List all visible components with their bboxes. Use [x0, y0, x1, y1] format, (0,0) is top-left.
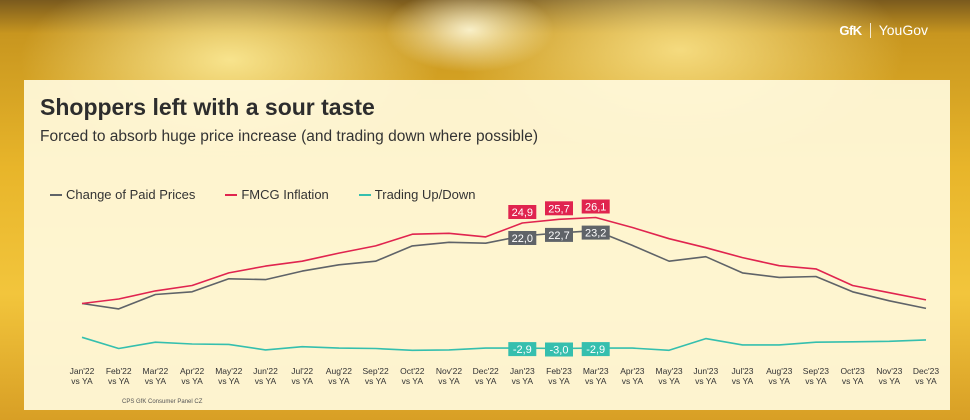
data-label: -2,9 — [508, 342, 537, 357]
data-label-box — [508, 342, 537, 357]
data-label-box — [581, 199, 610, 214]
data-label-text: 22,0 — [512, 233, 533, 245]
x-tick-label: Apr'23 vs YA — [620, 366, 645, 386]
data-label-text: -3,0 — [550, 345, 569, 357]
data-label-text: 24,9 — [512, 207, 533, 219]
data-label-text: 26,1 — [585, 202, 606, 214]
x-tick-label: Nov'23 vs YA — [876, 366, 902, 386]
x-tick-label: Mar'23 vs YA — [583, 366, 609, 386]
x-tick-label: Jun'23 vs YA — [693, 366, 718, 386]
data-label: 22,7 — [545, 227, 573, 242]
x-tick-label: Jan'22 vs YA — [70, 366, 95, 386]
gfk-logo: GfK — [839, 22, 871, 38]
x-tick-label: Feb'22 vs YA — [106, 366, 132, 386]
x-tick-label: Dec'22 vs YA — [473, 366, 499, 386]
logo: GfK YouGov — [839, 22, 928, 38]
data-label-box — [508, 231, 537, 245]
data-label-box — [545, 201, 573, 216]
data-label-text: -2,9 — [513, 344, 532, 356]
legend-label-paid-prices: Change of Paid Prices — [66, 187, 196, 202]
data-label-text: 22,7 — [548, 230, 569, 242]
x-tick-label: Nov'22 vs YA — [436, 366, 462, 386]
page-title: Shoppers left with a sour taste — [40, 94, 375, 120]
source-footnote: CPS GfK Consumer Panel CZ — [122, 399, 203, 405]
data-label-box — [508, 205, 537, 219]
data-label-text: 23,2 — [585, 228, 606, 240]
x-tick-label: Sep'22 vs YA — [362, 366, 388, 386]
legend-item-fmcg-inflation: FMCG Inflation — [225, 187, 329, 202]
yougov-logo: YouGov — [878, 22, 928, 38]
data-label-text: -2,9 — [586, 344, 605, 356]
chart-panel — [24, 80, 950, 410]
series-line-change-of-paid-prices — [81, 229, 927, 310]
data-label: 24,9 — [508, 205, 537, 219]
legend-item-trading-up-down: Trading Up/Down — [358, 187, 476, 202]
data-label: 25,7 — [545, 201, 573, 216]
x-tick-label: Sep'23 vs YA — [803, 366, 829, 386]
x-tick-label: Apr'22 vs YA — [180, 366, 205, 386]
legend-swatch-paid-prices — [50, 193, 62, 196]
data-label: 22,0 — [508, 231, 537, 245]
x-tick-label: Aug'23 vs YA — [766, 366, 792, 386]
x-tick-label: Oct'23 vs YA — [840, 366, 865, 386]
page-subtitle: Forced to absorb huge price increase (an… — [40, 128, 539, 145]
data-label: -2,9 — [581, 342, 610, 357]
x-tick-label: Jul'23 vs YA — [732, 366, 754, 386]
data-label: 23,2 — [581, 225, 610, 240]
x-tick-label: Oct'22 vs YA — [400, 366, 425, 386]
chart-legend: Change of Paid Prices FMCG Inflation Tra… — [50, 187, 475, 202]
x-tick-label: Jan'23 vs YA — [510, 366, 535, 386]
x-tick-label: Jul'22 vs YA — [291, 366, 313, 386]
data-label-box — [545, 227, 573, 242]
legend-swatch-fmcg-inflation — [225, 193, 238, 196]
data-label-box — [581, 225, 610, 240]
x-tick-label: Mar'22 vs YA — [143, 366, 169, 386]
x-tick-label: Feb'23 vs YA — [546, 366, 572, 386]
x-tick-label: Dec'23 vs YA — [913, 366, 939, 386]
x-tick-label: Jun'22 vs YA — [253, 366, 278, 386]
data-label-text: 25,7 — [548, 203, 569, 215]
data-label-box — [581, 342, 610, 357]
data-label: 26,1 — [581, 199, 610, 214]
series-line-trading-up-down — [81, 336, 927, 352]
data-label-box — [545, 342, 573, 357]
legend-label-trading-up-down: Trading Up/Down — [374, 187, 476, 202]
x-tick-label: Aug'22 vs YA — [326, 366, 352, 386]
legend-label-fmcg-inflation: FMCG Inflation — [241, 187, 329, 202]
legend-swatch-trading-up-down — [358, 193, 371, 196]
legend-item-paid-prices: Change of Paid Prices — [50, 187, 195, 202]
data-label: -3,0 — [545, 342, 573, 357]
series-line-fmcg-inflation — [81, 216, 927, 305]
x-tick-label: May'23 vs YA — [656, 366, 683, 386]
x-tick-label: May'22 vs YA — [215, 366, 242, 386]
